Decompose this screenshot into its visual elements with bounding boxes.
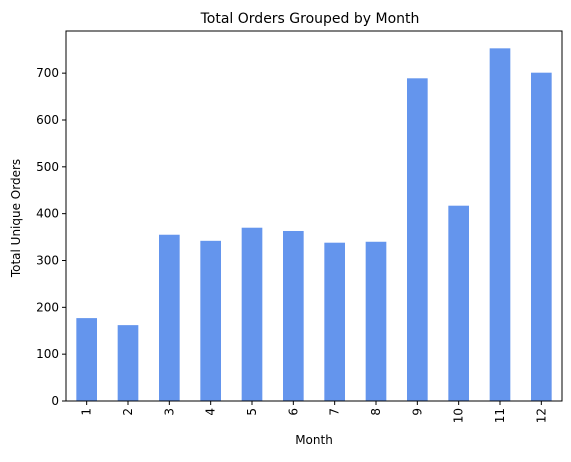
bar-month-5 — [241, 227, 263, 401]
x-tick-label: 11 — [493, 408, 507, 423]
y-tick-label: 300 — [36, 253, 59, 267]
bar-month-2 — [117, 325, 139, 401]
bars — [76, 48, 552, 402]
y-axis-label: Total Unique Orders — [9, 159, 23, 278]
bar-month-10 — [448, 205, 469, 401]
bar-month-9 — [407, 78, 428, 401]
y-tick-label: 500 — [36, 160, 59, 174]
bar-month-3 — [159, 234, 180, 401]
x-tick-label: 2 — [121, 408, 135, 416]
bar-month-11 — [489, 48, 511, 402]
x-tick-label: 6 — [286, 408, 300, 416]
bar-month-12 — [531, 72, 552, 402]
x-axis-ticks: 1 2 3 4 5 6 7 8 9 10 11 12 — [80, 401, 548, 423]
x-tick-label: 7 — [328, 408, 342, 416]
y-tick-label: 100 — [36, 347, 59, 361]
bar-month-8 — [365, 241, 387, 401]
bar-month-7 — [324, 242, 345, 401]
y-axis-ticks: 0 100 200 300 400 500 600 700 — [36, 66, 66, 408]
x-tick-label: 5 — [245, 408, 259, 416]
bar-month-1 — [76, 318, 97, 401]
y-tick-label: 600 — [36, 113, 59, 127]
x-axis-label: Month — [295, 433, 333, 447]
x-tick-label: 8 — [369, 408, 383, 416]
y-tick-label: 400 — [36, 207, 59, 221]
x-tick-label: 1 — [80, 408, 94, 416]
x-tick-label: 9 — [410, 408, 424, 416]
x-tick-label: 3 — [162, 408, 176, 416]
plot-frame — [65, 30, 563, 402]
y-tick-label: 200 — [36, 300, 59, 314]
x-tick-label: 4 — [204, 408, 218, 416]
x-tick-label: 12 — [534, 408, 548, 423]
bar-month-4 — [200, 240, 221, 401]
y-tick-label: 0 — [51, 394, 59, 408]
y-tick-label: 700 — [36, 66, 59, 80]
chart-title: Total Orders Grouped by Month — [200, 11, 420, 27]
x-tick-label: 10 — [452, 408, 466, 423]
bar-month-6 — [283, 230, 304, 401]
